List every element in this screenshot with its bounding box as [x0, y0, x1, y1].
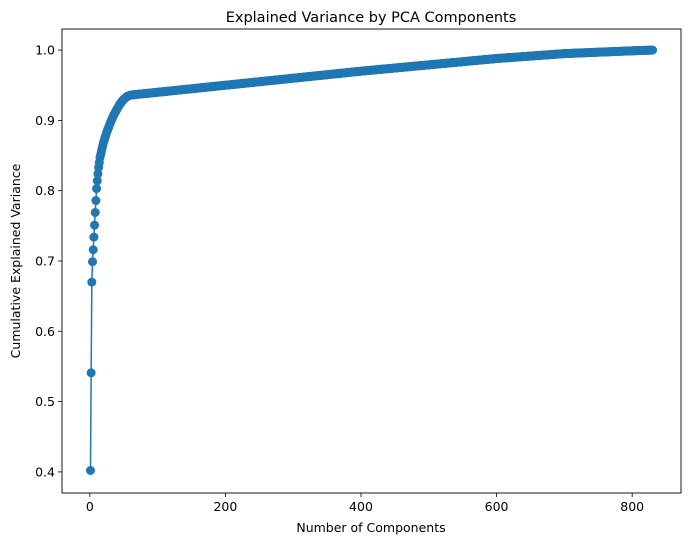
data-point: [89, 232, 99, 242]
y-tick-label: 0.8: [35, 183, 55, 198]
data-point: [88, 257, 98, 267]
data-point: [85, 466, 95, 475]
y-tick-label: 0.7: [35, 254, 55, 269]
data-point: [88, 245, 98, 255]
y-axis-ticks: 0.4 0.5 0.6 0.7 0.8 0.9 1.0: [35, 43, 62, 479]
data-point: [91, 196, 101, 206]
y-tick-label: 0.9: [35, 113, 55, 128]
x-tick-label: 0: [86, 499, 94, 514]
y-axis-label: Cumulative Explained Variance: [8, 163, 23, 358]
data-point: [92, 184, 102, 194]
y-tick-label: 0.6: [35, 324, 55, 339]
data-point: [86, 368, 96, 378]
data-point: [87, 277, 97, 287]
y-tick-label: 1.0: [35, 43, 55, 58]
series-line: [89, 49, 653, 471]
x-tick-label: 800: [620, 499, 644, 514]
axes-frame: [61, 28, 682, 494]
x-axis-ticks: 0 200 400 600 800: [86, 493, 644, 514]
y-tick-label: 0.5: [35, 394, 55, 409]
x-tick-label: 400: [349, 499, 373, 514]
chart-title: Explained Variance by PCA Components: [226, 10, 517, 26]
x-axis-label: Number of Components: [296, 520, 445, 535]
data-point: [90, 207, 100, 217]
x-tick-label: 200: [213, 499, 237, 514]
data-point: [90, 220, 100, 230]
series-layer: [85, 45, 658, 475]
plot-area: [61, 28, 682, 494]
y-tick-label: 0.4: [35, 464, 55, 479]
x-tick-label: 600: [485, 499, 509, 514]
data-point: [92, 176, 102, 186]
data-point: [648, 45, 658, 55]
